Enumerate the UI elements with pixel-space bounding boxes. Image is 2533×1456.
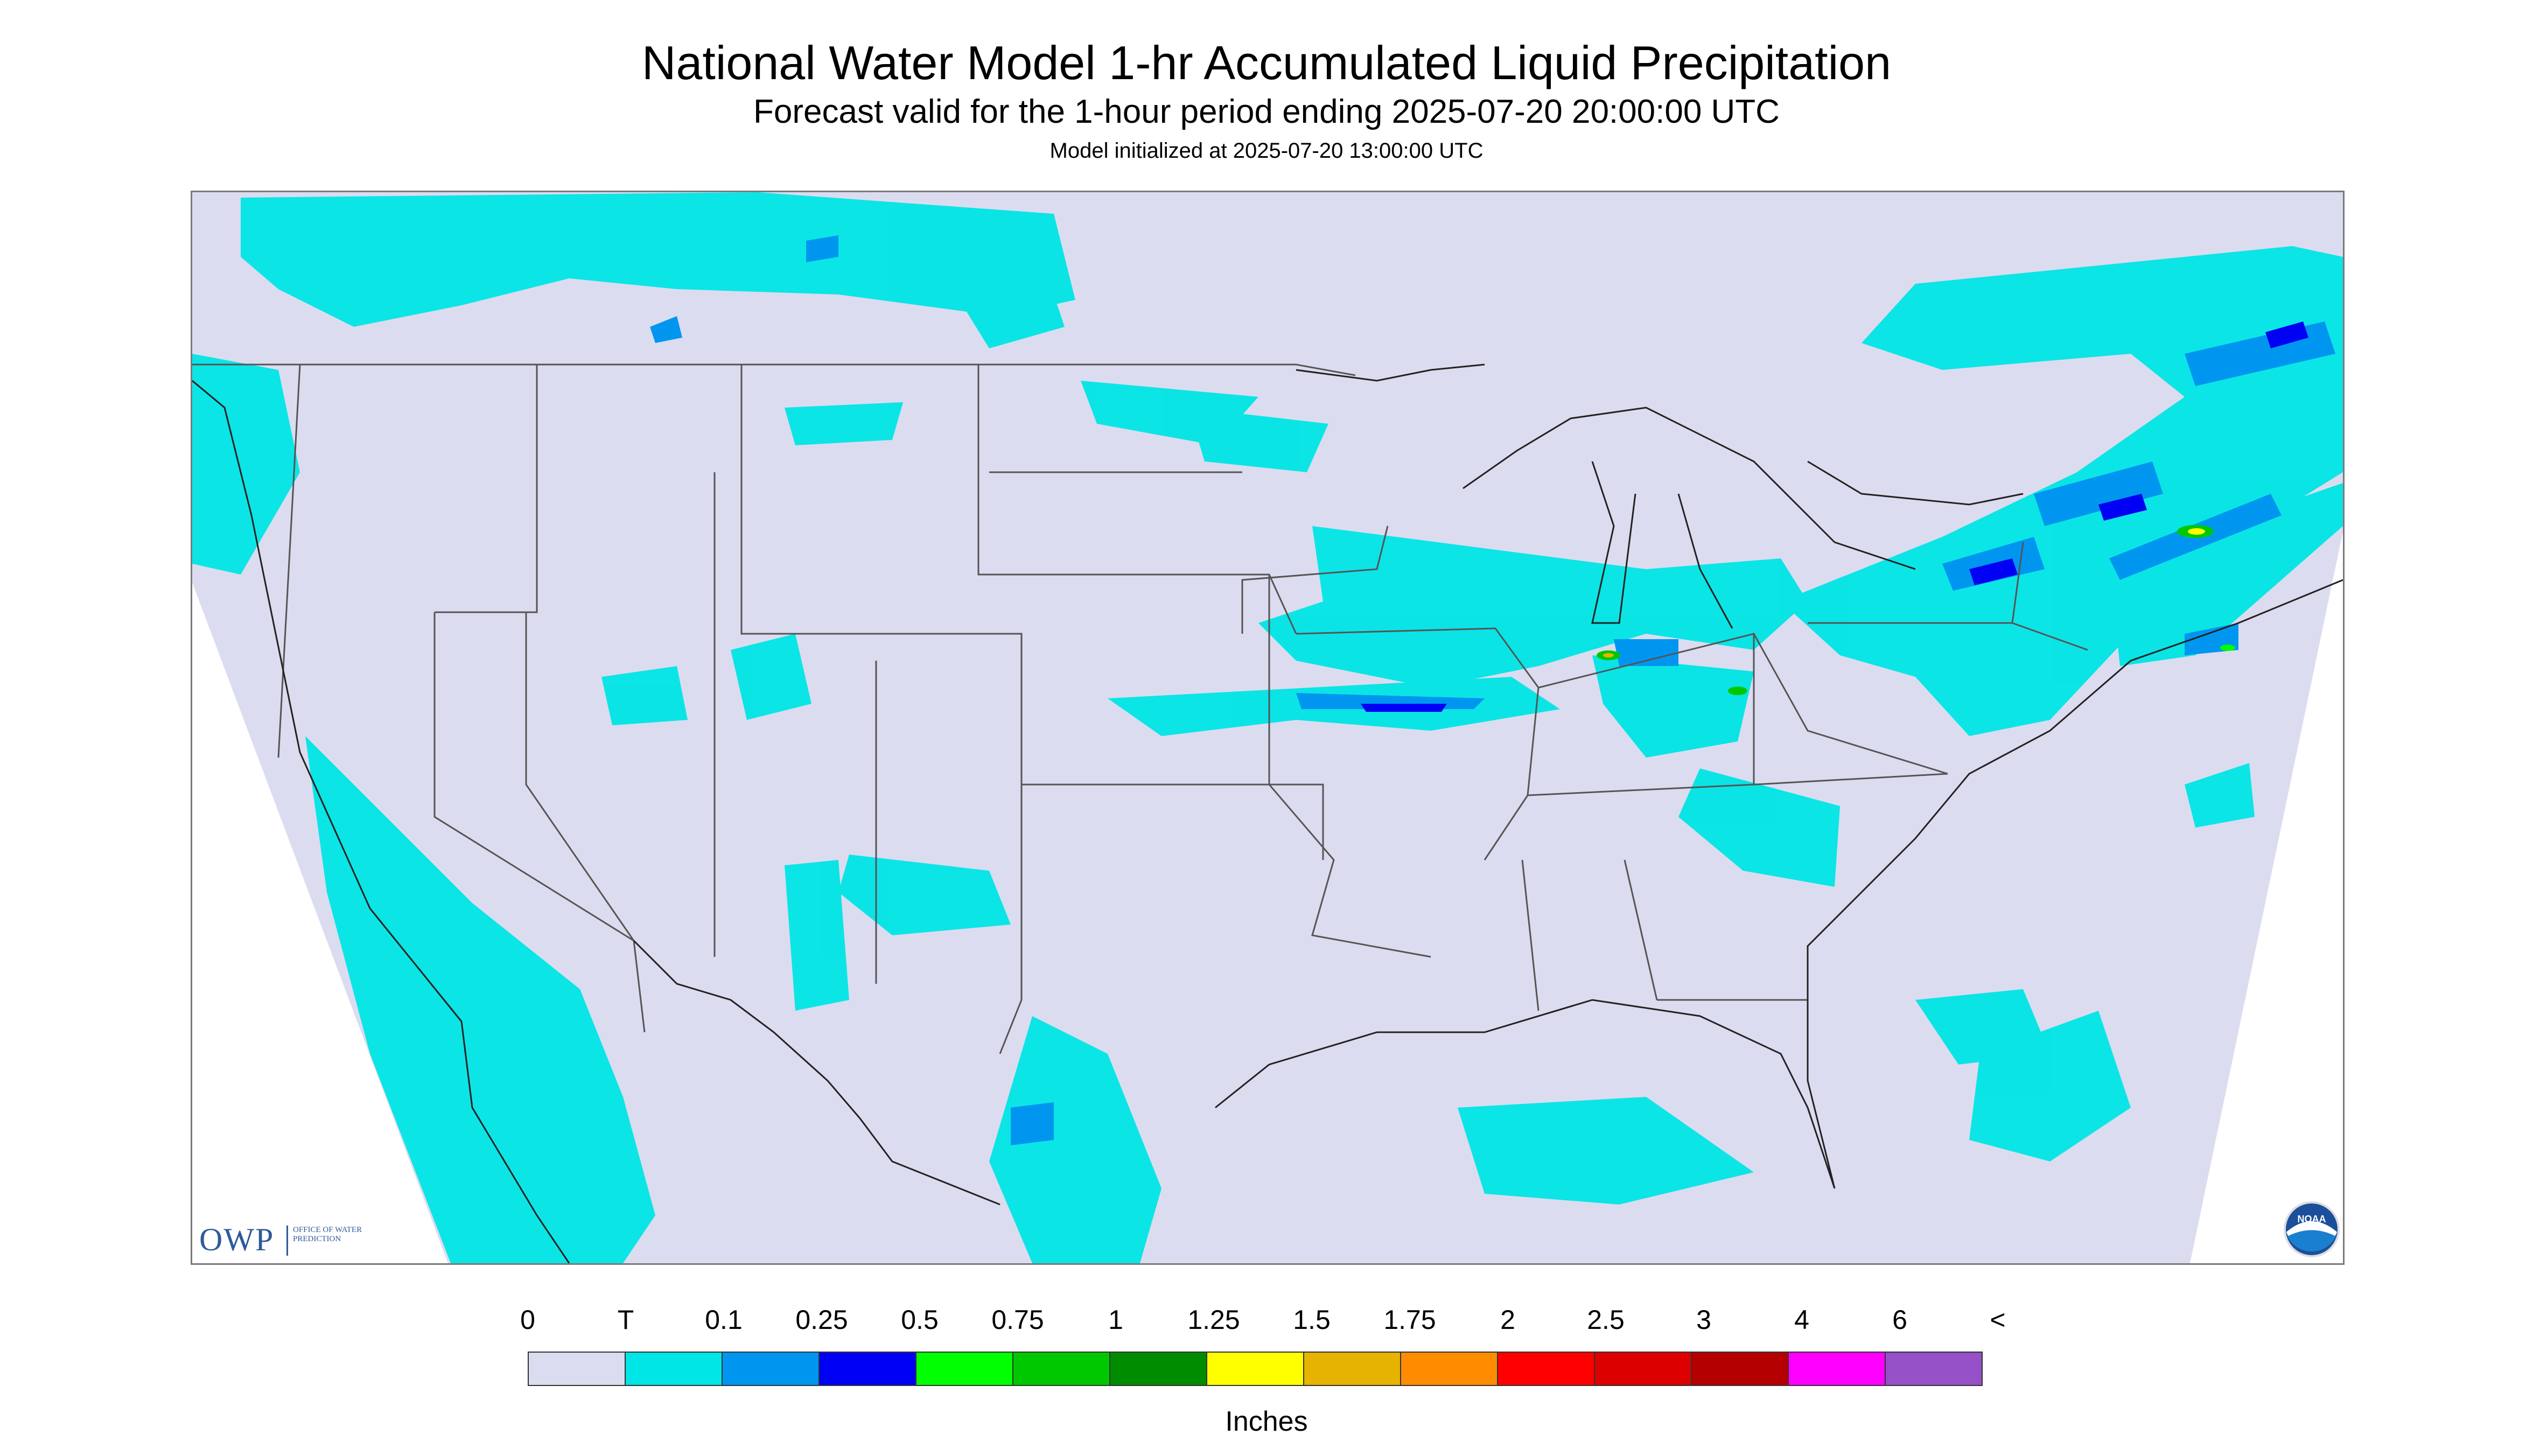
model-domain <box>192 192 2343 1263</box>
legend-tick-label: 6 <box>1892 1305 1907 1335</box>
legend-color-bar <box>528 1352 1983 1386</box>
noaa-logo-text: NOAA <box>2298 1214 2326 1224</box>
legend-tick-label: 1 <box>1108 1305 1123 1335</box>
noaa-logo: NOAA <box>2282 1200 2341 1262</box>
legend-swatch <box>1788 1352 1886 1386</box>
legend-tick-label: 0.75 <box>991 1305 1044 1335</box>
map-canvas <box>192 192 2343 1263</box>
legend-tick-label: 1.25 <box>1187 1305 1240 1335</box>
legend-tick-label: 1.5 <box>1293 1305 1331 1335</box>
legend-tick-label: 2 <box>1500 1305 1515 1335</box>
legend-units-label: Inches <box>1225 1406 1308 1437</box>
legend-swatch <box>1303 1352 1401 1386</box>
international-and-coastlines <box>192 363 2343 1263</box>
legend-swatch <box>625 1352 723 1386</box>
legend-tick-label: 4 <box>1794 1305 1809 1335</box>
map-title: National Water Model 1-hr Accumulated Li… <box>641 36 1892 89</box>
legend-tick-label: 3 <box>1696 1305 1711 1335</box>
owp-logo-name: OFFICE OF WATER PREDICTION <box>293 1226 362 1243</box>
legend-swatch <box>818 1352 916 1386</box>
legend-tick-label: 0.1 <box>705 1305 743 1335</box>
legend-swatch <box>1400 1352 1498 1386</box>
legend-tick-label: 0.25 <box>795 1305 848 1335</box>
owp-logo-letters: OWP <box>199 1222 275 1257</box>
legend-swatch <box>1012 1352 1110 1386</box>
legend-tick-label: 2.5 <box>1587 1305 1625 1335</box>
legend-swatch <box>1594 1352 1692 1386</box>
precip-very-heavy-cells <box>1597 525 2235 695</box>
forecast-valid-subtitle: Forecast valid for the 1-hour period end… <box>753 93 1780 130</box>
legend-swatch <box>528 1352 626 1386</box>
legend-swatch <box>722 1352 820 1386</box>
precip-heavy-cells <box>1361 321 2308 712</box>
legend-swatch <box>1206 1352 1304 1386</box>
model-init-line: Model initialized at 2025-07-20 13:00:00… <box>1049 139 1484 163</box>
legend-swatch <box>1885 1352 1983 1386</box>
legend-tick-label: < <box>1990 1305 2006 1335</box>
state-boundaries <box>192 363 2088 1054</box>
precipitation-map <box>191 191 2345 1265</box>
legend-swatch <box>915 1352 1013 1386</box>
legend-swatch <box>1109 1352 1207 1386</box>
legend-swatch <box>1691 1352 1789 1386</box>
legend-swatch <box>1497 1352 1595 1386</box>
owp-logo-divider <box>286 1226 288 1256</box>
legend-tick-label: T <box>617 1305 634 1335</box>
legend-tick-label: 0.5 <box>901 1305 939 1335</box>
legend-tick-label: 0 <box>520 1305 535 1335</box>
legend-tick-label: 1.75 <box>1383 1305 1436 1335</box>
